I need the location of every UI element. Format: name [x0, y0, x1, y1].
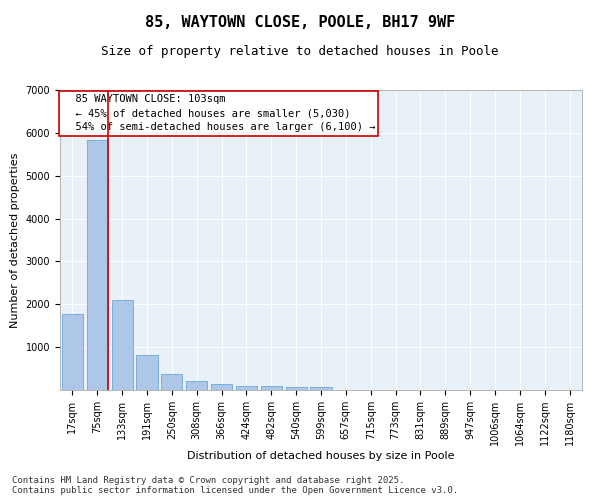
Text: 85, WAYTOWN CLOSE, POOLE, BH17 9WF: 85, WAYTOWN CLOSE, POOLE, BH17 9WF	[145, 15, 455, 30]
Bar	[87, 140, 108, 390]
Bar	[161, 374, 182, 390]
Bar	[236, 386, 257, 390]
Bar	[186, 380, 207, 390]
X-axis label: Distribution of detached houses by size in Poole: Distribution of detached houses by size …	[187, 451, 455, 461]
Y-axis label: Number of detached properties: Number of detached properties	[10, 152, 20, 328]
Text: 85 WAYTOWN CLOSE: 103sqm
  ← 45% of detached houses are smaller (5,030)
  54% of: 85 WAYTOWN CLOSE: 103sqm ← 45% of detach…	[62, 94, 375, 132]
Bar	[62, 314, 83, 390]
Text: Size of property relative to detached houses in Poole: Size of property relative to detached ho…	[101, 45, 499, 58]
Bar	[261, 386, 282, 390]
Bar	[211, 384, 232, 390]
Bar	[136, 355, 158, 390]
Bar	[286, 387, 307, 390]
Bar	[112, 300, 133, 390]
Text: Contains HM Land Registry data © Crown copyright and database right 2025.
Contai: Contains HM Land Registry data © Crown c…	[12, 476, 458, 495]
Bar	[310, 388, 332, 390]
